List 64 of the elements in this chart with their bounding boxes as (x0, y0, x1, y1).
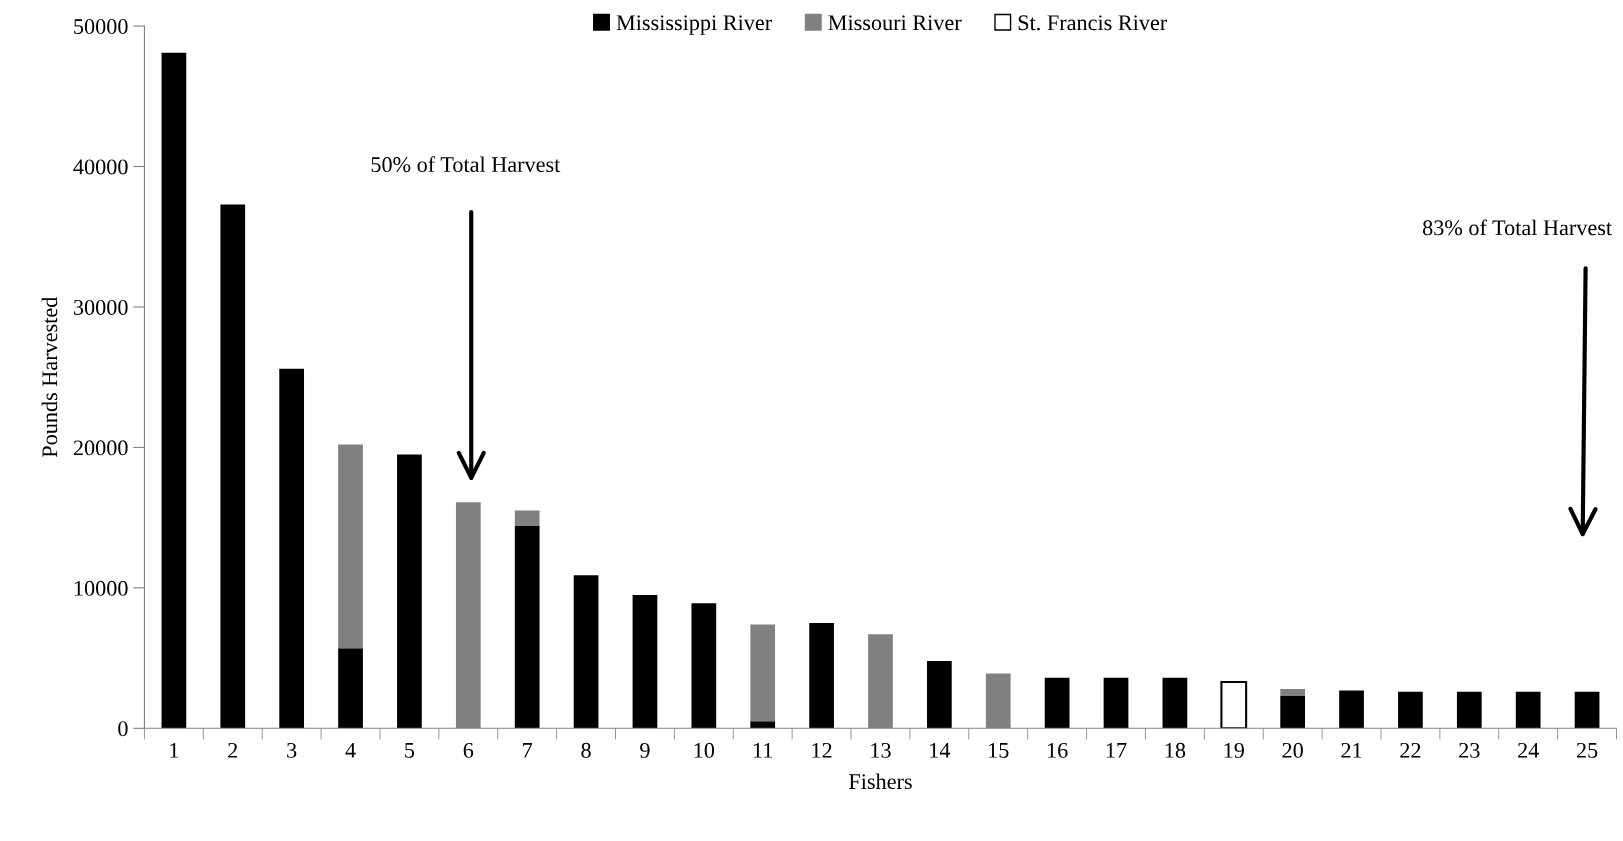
x-tick-label: 4 (345, 742, 356, 758)
x-tick-label: 9 (640, 742, 650, 758)
bar (691, 603, 717, 729)
bar (514, 526, 540, 729)
bar (1574, 691, 1600, 729)
x-tick-label: 16 (1047, 742, 1068, 758)
x-tick-label: 6 (463, 742, 474, 758)
x-tick-label: 17 (1106, 742, 1127, 758)
y-tick-label: 10000 (74, 580, 128, 596)
y-tick-label: 20000 (73, 440, 128, 456)
y-axis-title: Pounds Harvested (41, 296, 58, 458)
bar (926, 660, 952, 729)
legend-label: Missouri River (828, 15, 962, 31)
bar (750, 624, 776, 722)
y-tick-label: 50000 (74, 19, 128, 34)
bar (1456, 691, 1482, 729)
bar (1220, 680, 1248, 729)
x-tick-label: 11 (753, 742, 773, 758)
bar (338, 648, 363, 729)
annotation: 83% of Total Harvest (1422, 219, 1612, 236)
legend-label: St. Francis River (1018, 15, 1168, 31)
y-tick-label: 40000 (73, 159, 128, 175)
bar (220, 204, 246, 729)
bar (514, 510, 540, 527)
bar (573, 575, 599, 729)
x-tick-label: 15 (989, 742, 1009, 758)
x-tick-label: 2 (228, 742, 238, 758)
bar (632, 594, 658, 729)
x-tick-label: 22 (1400, 742, 1421, 758)
y-tick-label: 0 (118, 721, 128, 737)
bar (809, 622, 834, 729)
x-tick-label: 8 (581, 742, 591, 758)
bar (1398, 691, 1423, 729)
x-tick-label: 18 (1165, 742, 1186, 758)
bar (1162, 677, 1188, 729)
annotation: 50% of Total Harvest (371, 156, 561, 173)
bar (1044, 677, 1070, 729)
x-tick-label: 5 (405, 743, 415, 758)
x-tick-label: 13 (871, 742, 891, 758)
x-tick-label: 21 (1341, 742, 1362, 758)
x-tick-label: 10 (694, 742, 715, 758)
bar (161, 52, 187, 729)
x-tick-label: 1 (170, 742, 179, 758)
bar (750, 721, 776, 729)
x-tick-label: 12 (812, 742, 832, 758)
y-tick-label: 30000 (73, 299, 128, 315)
bar (1515, 691, 1541, 729)
bar (1280, 696, 1306, 729)
bar (1103, 677, 1129, 729)
x-tick-label: 7 (523, 743, 533, 758)
x-tick-label: 20 (1282, 742, 1303, 758)
bar (1339, 690, 1364, 729)
x-tick-label: 14 (930, 742, 951, 758)
x-tick-label: 23 (1459, 742, 1480, 758)
x-tick-label: 19 (1224, 742, 1244, 758)
x-axis-title: Fishers (849, 773, 912, 790)
bar (279, 368, 305, 729)
bar (1280, 688, 1306, 696)
bar (338, 444, 363, 649)
x-tick-label: 3 (287, 742, 297, 758)
bar (397, 454, 422, 729)
x-tick-label: 24 (1518, 742, 1539, 758)
x-tick-label: 25 (1576, 742, 1598, 758)
legend-label: Mississippi River (616, 15, 772, 35)
